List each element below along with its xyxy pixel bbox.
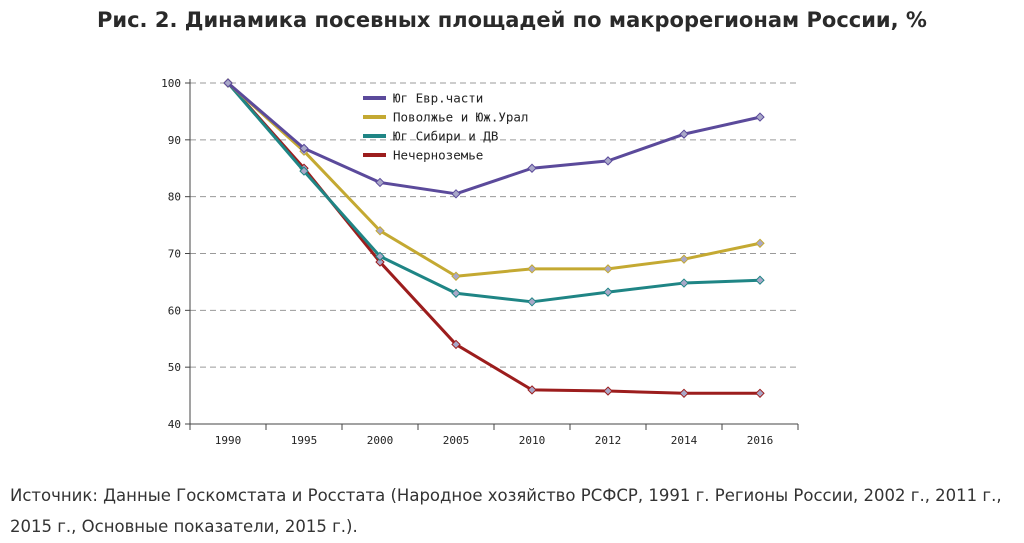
data-point [223, 78, 233, 88]
y-tick-label: 60 [168, 304, 181, 317]
data-point [451, 189, 461, 199]
chart-title: Рис. 2. Динамика посевных площадей по ма… [97, 8, 927, 32]
line-chart: 40 50 60 70 80 90 100 1990 1995 2000 2005 2010 2012 2… [161, 77, 799, 447]
data-point [375, 257, 385, 267]
series-lines [223, 78, 765, 399]
x-tick-label: 2000 [367, 434, 394, 447]
y-tick-label: 50 [168, 361, 181, 374]
data-point [603, 264, 613, 274]
legend-label: Нечерноземье [393, 148, 483, 163]
data-point [451, 288, 461, 298]
y-tick-label: 100 [161, 77, 181, 90]
legend-label: Юг Евр.части [393, 91, 483, 106]
data-point [679, 129, 689, 139]
data-point [755, 275, 765, 285]
series-line [227, 81, 761, 196]
legend-label: Юг Сибири и ДВ [393, 129, 498, 144]
x-tick-label: 2005 [443, 434, 470, 447]
data-point [299, 166, 309, 176]
data-point [679, 388, 689, 399]
data-point [755, 388, 765, 399]
x-tick-label: 2012 [595, 434, 622, 447]
data-point [527, 297, 537, 307]
y-tick-label: 80 [168, 191, 181, 204]
data-point [375, 251, 385, 262]
data-point [679, 254, 689, 264]
y-tick-label: 90 [168, 134, 181, 147]
series-line [226, 81, 761, 278]
data-point [527, 163, 537, 173]
data-point [451, 271, 461, 281]
data-point [603, 156, 613, 166]
x-tick-label: 1990 [215, 434, 242, 447]
data-point [299, 143, 309, 154]
data-point [375, 226, 385, 236]
legend: Юг Евр.части Поволжье и Юж.Урал Юг Сибири … [363, 91, 528, 163]
data-point [451, 339, 461, 350]
x-tick-label: 2014 [671, 434, 698, 447]
x-tick-label: 2016 [747, 434, 774, 447]
data-point [679, 278, 689, 288]
data-point [755, 238, 765, 248]
data-point [527, 385, 537, 395]
data-point [375, 177, 385, 188]
y-tick-label: 40 [168, 418, 181, 431]
data-point [603, 287, 613, 297]
y-tick-label: 70 [168, 248, 181, 261]
x-tick-label: 1995 [291, 434, 318, 447]
gridlines [190, 82, 798, 368]
data-point [755, 112, 765, 122]
source-note: Источник: Данные Госкомстата и Росстата … [10, 486, 1002, 536]
x-tick-label: 2010 [519, 434, 546, 447]
legend-label: Поволжье и Юж.Урал [393, 110, 528, 125]
series-line [226, 82, 761, 304]
axes: 40 50 60 70 80 90 100 1990 1995 2000 2005 2010 2012 2… [161, 77, 799, 447]
data-point [527, 264, 537, 274]
data-point [603, 386, 613, 396]
